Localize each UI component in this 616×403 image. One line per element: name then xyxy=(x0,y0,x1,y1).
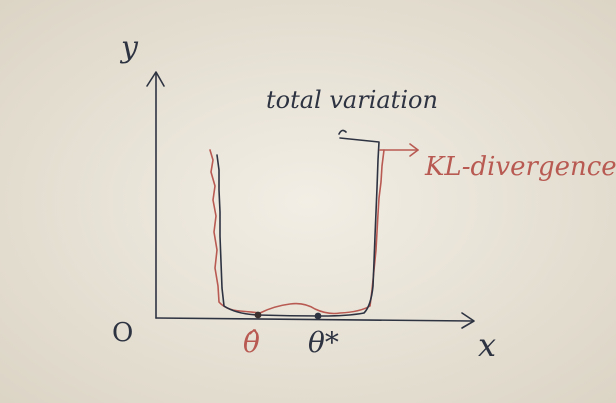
x-axis xyxy=(155,317,473,322)
theta-star-point xyxy=(314,312,322,320)
kl-divergence-label: KL-divergence xyxy=(425,152,616,182)
theta-hat-label: θ̂ xyxy=(243,326,260,359)
total-variation-curve xyxy=(216,137,380,317)
x-axis-arrowhead xyxy=(461,312,475,329)
theta-hat-point xyxy=(254,311,262,319)
origin-label: O xyxy=(112,318,134,348)
kl-pointer-arrowhead xyxy=(409,143,419,157)
tv-pointer-mark xyxy=(338,129,347,135)
y-axis-label: y xyxy=(121,30,138,65)
theta-star-label: θ* xyxy=(308,326,339,359)
y-axis-arrowhead xyxy=(146,71,165,87)
total-variation-label: total variation xyxy=(266,86,438,114)
x-axis-label: x xyxy=(478,326,497,364)
